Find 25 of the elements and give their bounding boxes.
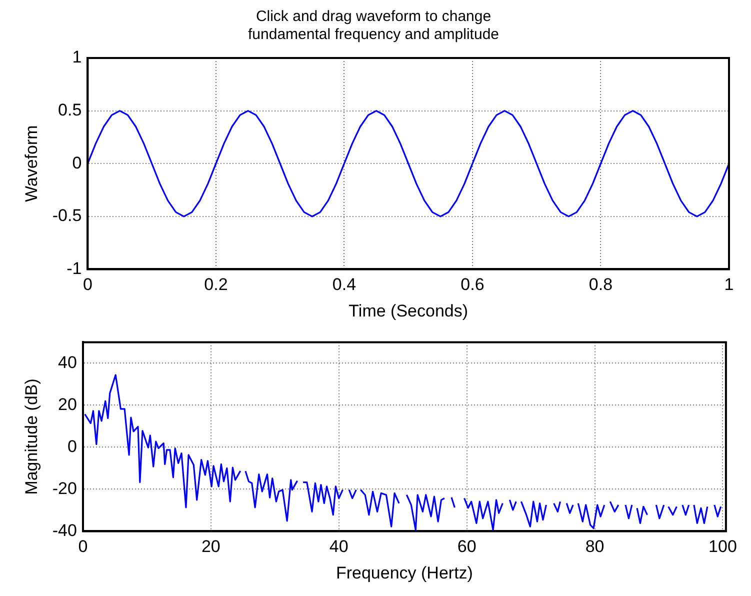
x-axis-title: Time (Seconds) [348, 301, 468, 320]
x-tick-label: 80 [585, 537, 604, 556]
x-tick-label: 0.6 [460, 275, 484, 294]
y-tick-label: 40 [58, 352, 77, 372]
y-tick-label: -40 [52, 520, 77, 540]
y-axis-title: Waveform [22, 125, 41, 202]
y-tick-label: -0.5 [52, 206, 82, 226]
chart-title: Click and drag waveform to change fundamental frequency and amplitude [248, 8, 500, 44]
y-tick-label: 1 [72, 48, 82, 67]
x-tick-label: 0.8 [588, 275, 613, 294]
x-tick-label: 60 [457, 537, 476, 556]
x-tick-label: 40 [329, 537, 348, 556]
x-tick-label: 20 [201, 537, 220, 556]
y-tick-label: 0.5 [58, 100, 82, 120]
x-tick-label: 0.4 [332, 275, 356, 294]
y-tick-label: 0 [68, 436, 77, 456]
y-axis-title: Magnitude (dB) [22, 378, 41, 495]
y-tick-label: -1 [66, 258, 82, 278]
x-tick-label: 100 [708, 537, 737, 556]
y-tick-label: 0 [72, 153, 82, 172]
y-tick-label: 20 [58, 394, 77, 414]
x-tick-label: 0.2 [204, 275, 228, 294]
x-tick-label: 1 [724, 275, 734, 294]
x-axis-title: Frequency (Hertz) [336, 563, 473, 582]
y-tick-label: -20 [52, 478, 77, 498]
